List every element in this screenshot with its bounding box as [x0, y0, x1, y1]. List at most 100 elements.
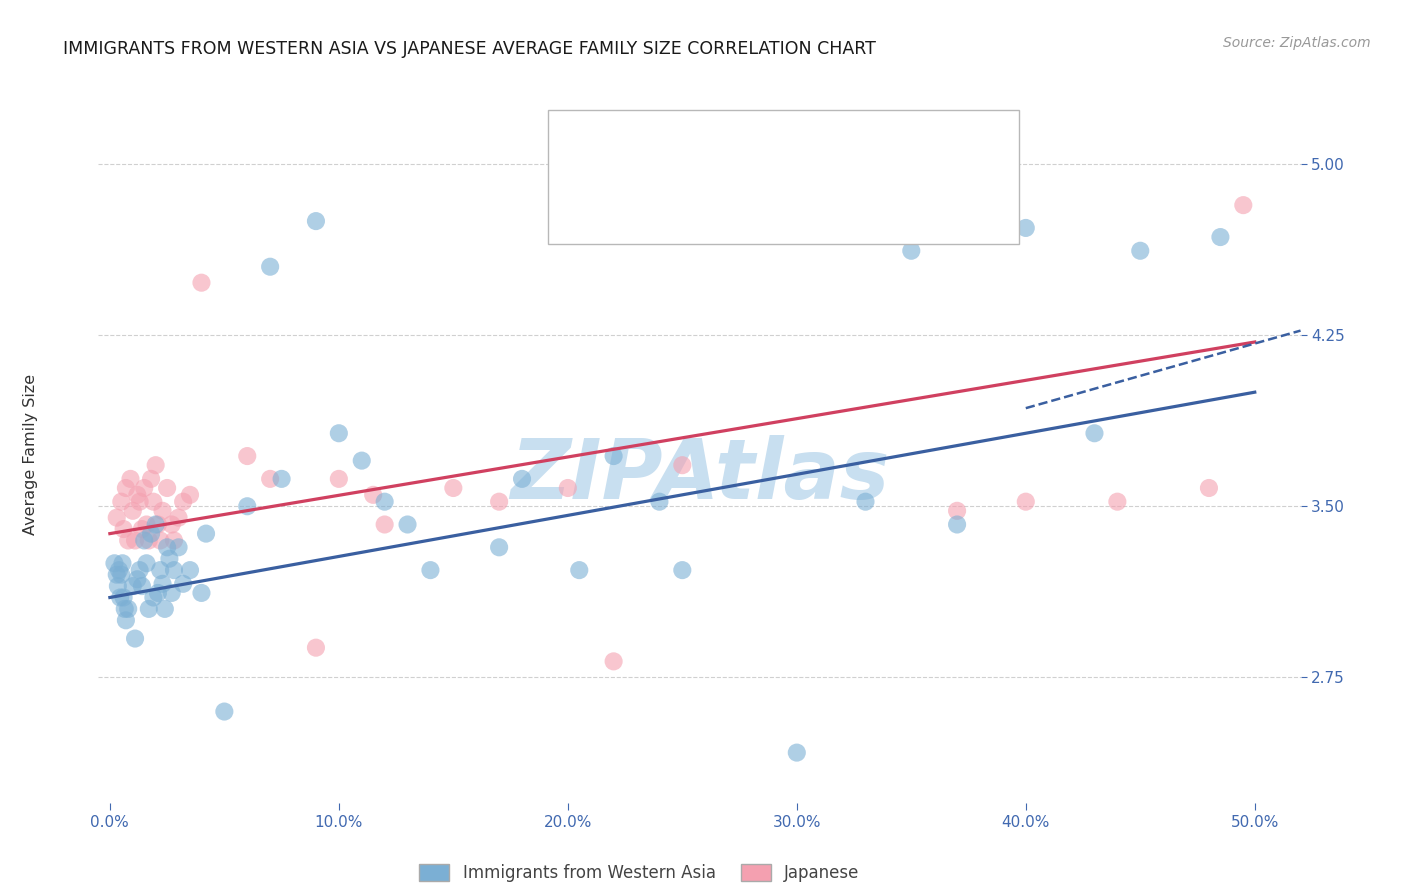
Point	[142, 494, 165, 508]
Point	[134, 481, 156, 495]
Point	[110, 567, 132, 582]
Point	[510, 472, 533, 486]
Point	[568, 563, 591, 577]
Text: R = 0.279    N = 59: R = 0.279 N = 59	[628, 158, 790, 176]
Point	[112, 522, 135, 536]
Point	[114, 602, 136, 616]
Point	[120, 472, 142, 486]
Point	[179, 563, 201, 577]
Point	[131, 579, 153, 593]
Point	[172, 576, 194, 591]
Point	[156, 541, 179, 555]
Point	[121, 504, 143, 518]
Point	[157, 551, 180, 566]
Point	[131, 522, 153, 536]
Point	[146, 586, 169, 600]
Point	[142, 591, 165, 605]
Point	[105, 510, 128, 524]
Point	[139, 472, 162, 486]
Point	[350, 453, 373, 467]
Point	[441, 481, 464, 495]
Point	[167, 541, 190, 555]
Legend: Immigrants from Western Asia, Japanese: Immigrants from Western Asia, Japanese	[413, 857, 866, 888]
Point	[1129, 244, 1152, 258]
Point	[259, 260, 281, 274]
Point	[163, 563, 186, 577]
Point	[112, 591, 135, 605]
Point	[139, 526, 162, 541]
Point	[419, 563, 441, 577]
Point	[374, 494, 396, 508]
Point	[111, 556, 134, 570]
Point	[156, 481, 179, 495]
Point	[152, 576, 174, 591]
Point	[117, 602, 139, 616]
Point	[145, 517, 167, 532]
Point	[488, 494, 510, 508]
Point	[153, 602, 176, 616]
Point	[328, 472, 350, 486]
Point	[1015, 494, 1038, 508]
Point	[305, 214, 328, 228]
Point	[236, 500, 259, 514]
Point	[128, 563, 150, 577]
Point	[152, 504, 174, 518]
Point	[602, 449, 624, 463]
Point	[138, 602, 160, 616]
Point	[1015, 221, 1038, 235]
Point	[190, 276, 212, 290]
Point	[134, 533, 156, 548]
Point	[946, 504, 969, 518]
Point	[103, 556, 125, 570]
Point	[648, 494, 671, 508]
Point	[108, 563, 131, 577]
Point	[167, 510, 190, 524]
Point	[855, 494, 877, 508]
Point	[127, 488, 149, 502]
Point	[172, 494, 194, 508]
Point	[190, 586, 212, 600]
Point	[259, 472, 281, 486]
Point	[946, 517, 969, 532]
Point	[124, 632, 146, 646]
Point	[117, 533, 139, 548]
Point	[488, 541, 510, 555]
Point	[557, 481, 579, 495]
Point	[1209, 230, 1232, 244]
Point	[146, 517, 169, 532]
Point	[328, 426, 350, 441]
Text: IMMIGRANTS FROM WESTERN ASIA VS JAPANESE AVERAGE FAMILY SIZE CORRELATION CHART: IMMIGRANTS FROM WESTERN ASIA VS JAPANESE…	[63, 40, 876, 58]
Point	[149, 533, 172, 548]
Point	[195, 526, 218, 541]
Point	[1232, 198, 1254, 212]
Point	[107, 579, 129, 593]
Point	[138, 533, 160, 548]
Point	[135, 517, 157, 532]
Point	[115, 481, 138, 495]
Point	[1198, 481, 1220, 495]
Text: Source: ZipAtlas.com: Source: ZipAtlas.com	[1223, 36, 1371, 50]
Point	[270, 472, 292, 486]
Point	[127, 572, 149, 586]
Point	[374, 517, 396, 532]
Point	[900, 244, 922, 258]
Point	[108, 591, 131, 605]
Point	[396, 517, 419, 532]
Point	[671, 563, 693, 577]
Point	[128, 494, 150, 508]
Text: ZIPAtlas: ZIPAtlas	[510, 435, 889, 516]
Point	[361, 488, 384, 502]
Point	[305, 640, 328, 655]
Point	[160, 517, 183, 532]
Point	[110, 494, 132, 508]
Point	[602, 654, 624, 668]
Point	[105, 567, 128, 582]
Point	[121, 579, 143, 593]
Point	[671, 458, 693, 473]
Point	[1107, 494, 1129, 508]
Point	[145, 458, 167, 473]
Point	[179, 488, 201, 502]
Point	[1083, 426, 1105, 441]
Point	[900, 221, 922, 235]
Text: R = 0.320    N = 46: R = 0.320 N = 46	[628, 202, 790, 220]
